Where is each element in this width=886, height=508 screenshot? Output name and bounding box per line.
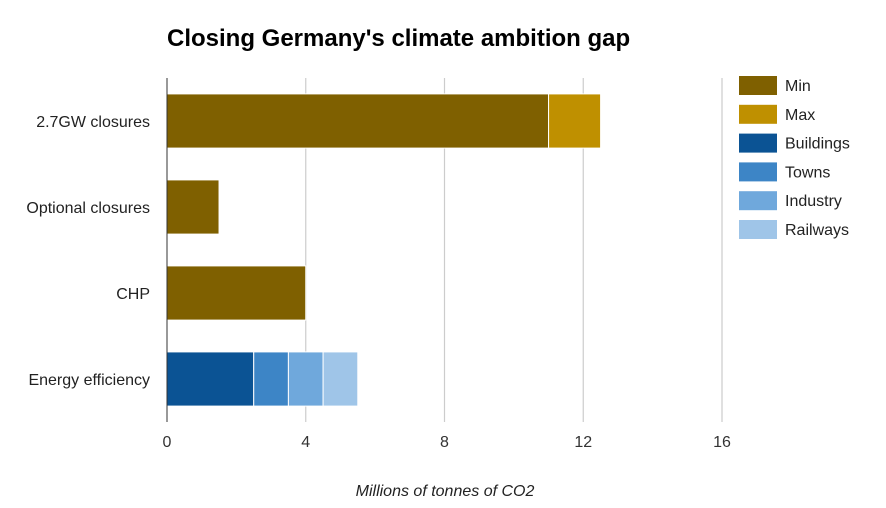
x-tick-label: 0 [163,434,172,451]
x-tick-label: 16 [713,434,731,451]
legend-swatch [739,191,777,211]
category-labels: 2.7GW closures Optional closures CHP Energy… [26,114,150,389]
bar-segment [166,351,255,407]
x-tick-label: 8 [440,434,449,451]
bar-segment [548,93,602,149]
category-label: CHP [116,286,150,303]
legend-swatch [739,104,777,124]
legend-swatch [739,76,777,95]
legend-label: Max [785,107,815,124]
x-tick-labels: 0 4 8 12 16 [163,434,731,451]
legend-swatch [739,133,777,153]
bar-segment [166,265,307,321]
legend: Min Max Buildings Towns Industry Railways [739,76,850,239]
legend-label: Towns [785,164,830,181]
bars [166,93,602,407]
bar-segment [253,351,289,407]
bar-segment [166,93,550,149]
category-label: 2.7GW closures [36,114,150,131]
bar-segment [166,179,220,235]
chart-title: Closing Germany's climate ambition gap [167,25,630,52]
x-tick-label: 4 [301,434,310,451]
legend-label: Min [785,78,811,95]
category-label: Energy efficiency [28,372,150,389]
legend-swatch [739,220,777,239]
legend-label: Railways [785,222,849,239]
x-axis-title: Millions of tonnes of CO2 [356,483,535,500]
legend-label: Buildings [785,136,850,153]
legend-swatch [739,162,777,182]
legend-label: Industry [785,193,842,210]
bar-segment [287,351,324,407]
category-label: Optional closures [26,200,150,217]
x-tick-label: 12 [574,434,592,451]
bar-segment [322,351,359,407]
